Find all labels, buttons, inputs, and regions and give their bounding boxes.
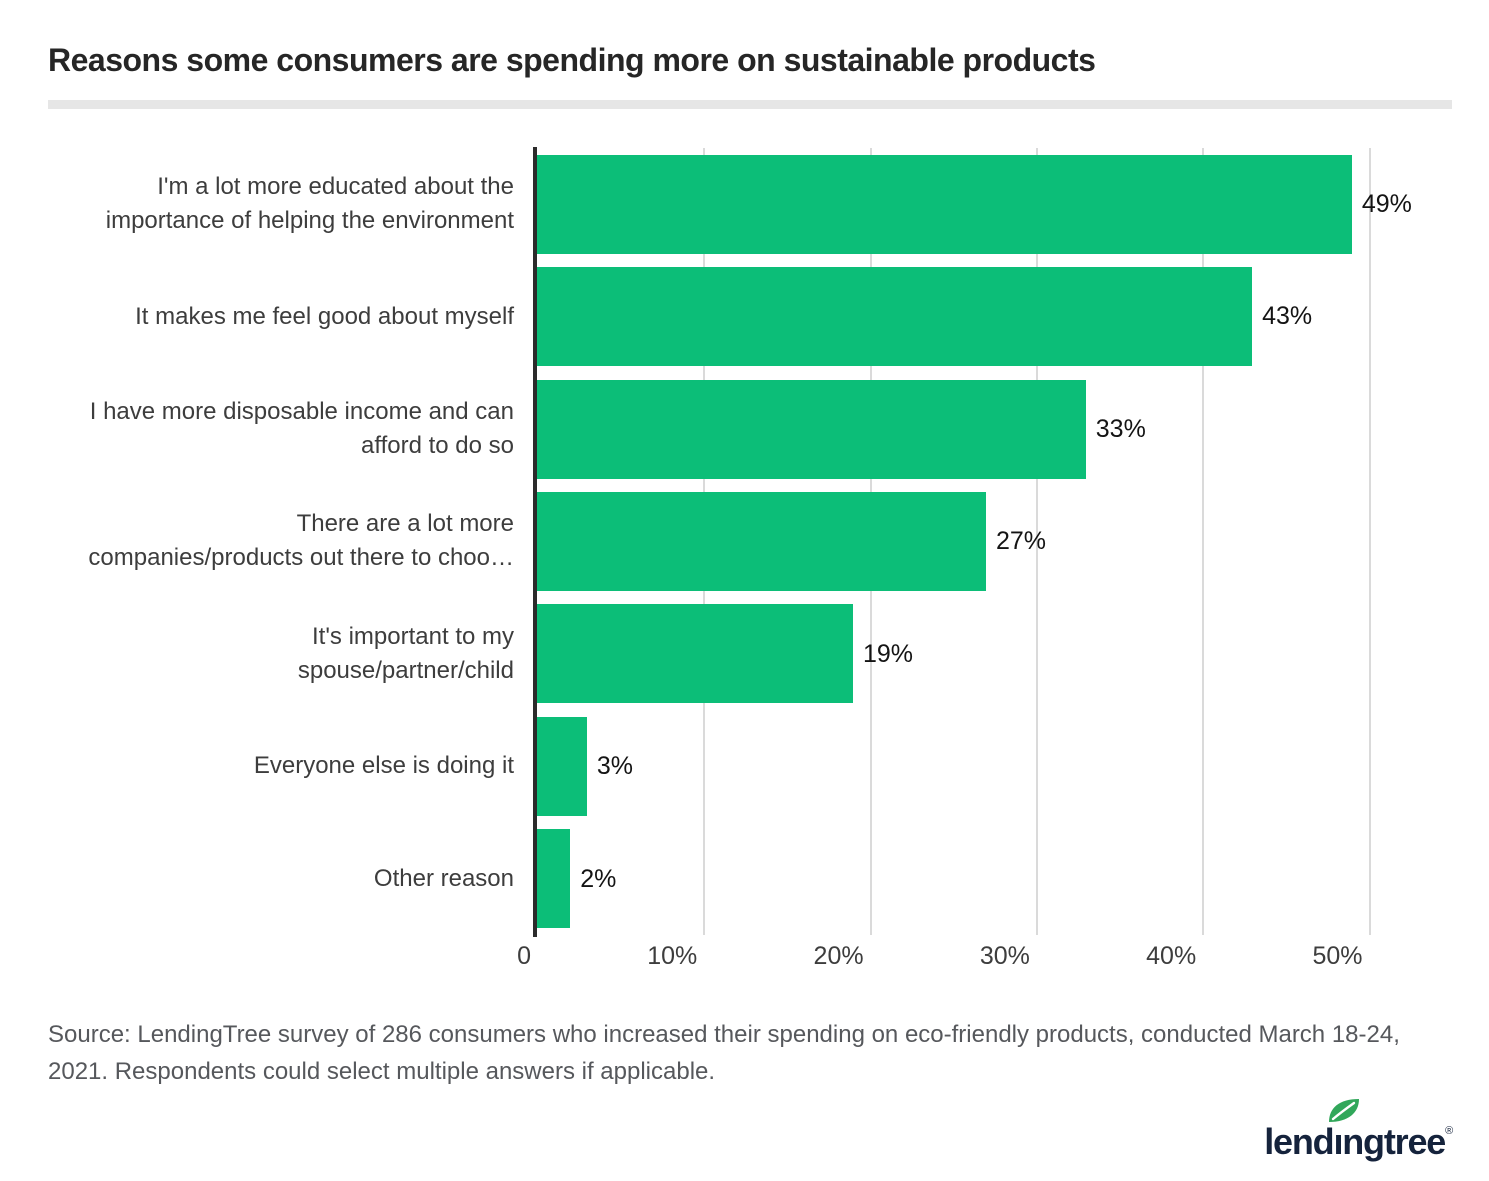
category-label-line: afford to do so xyxy=(361,432,514,460)
bar xyxy=(537,379,1086,479)
gridline-50% xyxy=(1368,148,1371,935)
chart-title: Reasons some consumers are spending more… xyxy=(48,42,1096,78)
value-label: 3% xyxy=(596,752,634,781)
category-label-line: Other reason xyxy=(373,864,514,892)
bar-chart-plot-area: 49% 43% 33% 27% 19% 3% 2% xyxy=(537,148,1437,935)
bar-row: 43% xyxy=(537,260,1437,372)
category-label-line: I'm a lot more educated about the xyxy=(157,173,514,201)
bar-row: 33% xyxy=(537,373,1437,485)
category-label-line: importance of helping the environment xyxy=(105,207,514,235)
category-label-line: It's important to my xyxy=(312,622,514,650)
lendingtree-logo: lendı ngtree® xyxy=(1264,1096,1453,1162)
category-label-line: There are a lot more xyxy=(296,510,514,538)
bar-row: 27% xyxy=(537,485,1437,597)
bar-row: 3% xyxy=(537,710,1437,822)
bar-row: 19% xyxy=(537,598,1437,710)
category-label-line: It makes me feel good about myself xyxy=(135,302,514,330)
bar xyxy=(537,491,986,591)
source-note: Source: LendingTree survey of 286 consum… xyxy=(48,1016,1448,1090)
x-tick-label: 50% xyxy=(1312,942,1363,970)
value-label: 43% xyxy=(1262,302,1313,331)
bar xyxy=(537,829,571,929)
logo-text-suffix: ngtree xyxy=(1342,1121,1446,1162)
category-label-line: spouse/partner/child xyxy=(297,656,514,684)
source-note-line: Source: LendingTree survey of 286 consum… xyxy=(48,1021,1400,1048)
x-tick-label: 0 xyxy=(517,942,531,970)
category-label: Everyone else is doing it xyxy=(48,710,514,822)
category-label: Other reason xyxy=(48,823,514,935)
x-tick-label: 10% xyxy=(647,942,698,970)
category-label: It's important to my spouse/partner/child xyxy=(48,598,514,710)
y-axis-line xyxy=(533,147,537,937)
category-label-line: companies/products out there to choo… xyxy=(88,544,514,572)
x-tick-label: 40% xyxy=(1146,942,1197,970)
category-label: It makes me feel good about myself xyxy=(48,260,514,372)
x-tick-label: 30% xyxy=(979,942,1030,970)
value-label: 19% xyxy=(862,639,914,668)
gridline-30% xyxy=(1035,148,1038,935)
registered-trademark-symbol: ® xyxy=(1445,1125,1453,1137)
bar xyxy=(537,154,1352,254)
category-label-line: I have more disposable income and can xyxy=(89,398,514,426)
value-label: 49% xyxy=(1361,190,1412,218)
bar-row: 49% xyxy=(537,148,1437,260)
category-labels-column: I'm a lot more educated about the importa… xyxy=(48,148,514,935)
x-tick-label: 20% xyxy=(813,942,864,970)
bar-row: 2% xyxy=(537,823,1437,935)
lendingtree-logo-text: lendı ngtree® xyxy=(1264,1099,1453,1162)
logo-text-prefix: lend xyxy=(1264,1121,1334,1162)
bar xyxy=(537,716,587,816)
value-label: 2% xyxy=(580,864,617,893)
category-label: I'm a lot more educated about the importa… xyxy=(48,148,514,260)
bar xyxy=(537,267,1253,367)
source-note-line: 2021. Respondents could select multiple … xyxy=(48,1058,716,1085)
title-divider xyxy=(48,100,1452,109)
category-label-line: Everyone else is doing it xyxy=(253,752,514,780)
value-label: 33% xyxy=(1095,414,1146,443)
leaf-icon xyxy=(1329,1099,1360,1122)
value-label: 27% xyxy=(996,527,1047,556)
logo-letter-i: ı xyxy=(1329,1099,1360,1160)
gridline-40% xyxy=(1202,148,1205,935)
category-label: There are a lot more companies/products o… xyxy=(48,485,514,597)
category-label: I have more disposable income and can aff… xyxy=(48,373,514,485)
bar xyxy=(537,604,853,704)
